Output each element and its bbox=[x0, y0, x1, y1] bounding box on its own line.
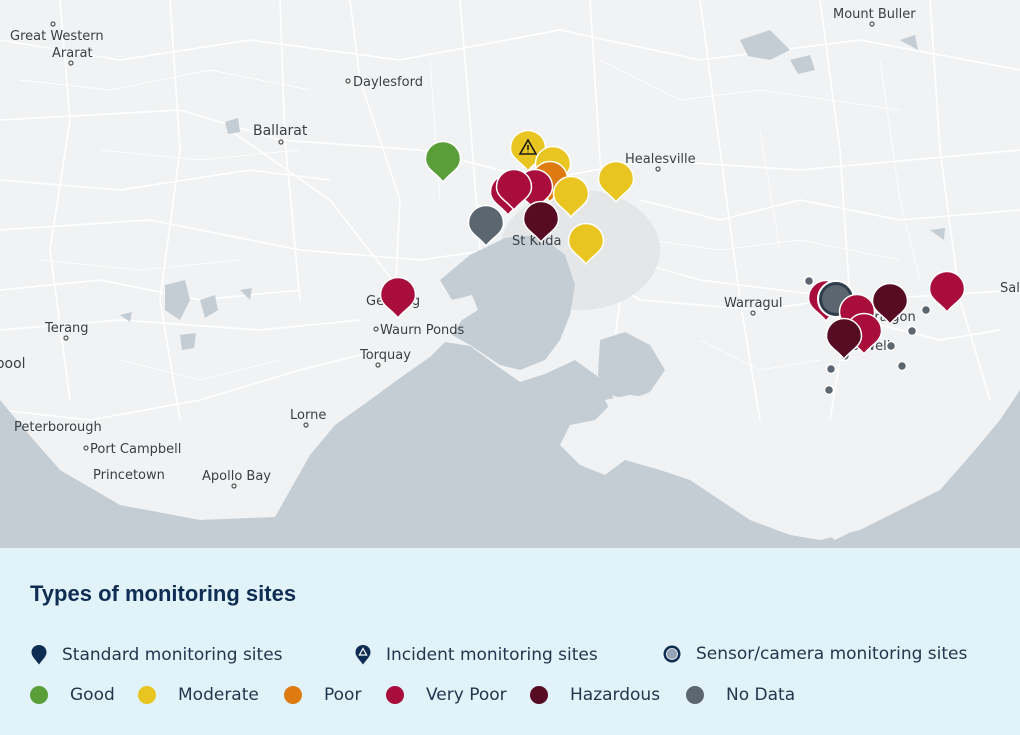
place-label: Great Western bbox=[10, 29, 104, 44]
legend-status-label: Moderate bbox=[178, 685, 259, 705]
legend-site-type-label: Standard monitoring sites bbox=[62, 645, 283, 665]
place-label: Daylesford bbox=[353, 75, 423, 90]
map-marker-very-poor[interactable] bbox=[495, 168, 533, 212]
map-marker-hazardous[interactable] bbox=[825, 317, 863, 361]
legend-standard-site: Standard monitoring sites bbox=[30, 644, 283, 666]
legend-status-good: Good bbox=[30, 685, 115, 705]
legend-status-very-poor: Very Poor bbox=[386, 685, 507, 705]
legend-status-label: Good bbox=[70, 685, 115, 705]
legend-incident-site: Incident monitoring sites bbox=[354, 644, 598, 666]
status-swatch bbox=[284, 686, 302, 704]
place-label: Waurn Ponds bbox=[380, 323, 465, 338]
map-canvas[interactable]: Great Western Ararat Daylesford Ballarat… bbox=[0, 0, 1020, 548]
sensor-dot bbox=[896, 360, 908, 372]
place-label: Port Campbell bbox=[90, 442, 181, 457]
phillip-island bbox=[605, 395, 665, 418]
legend-site-type-label: Sensor/camera monitoring sites bbox=[696, 644, 968, 664]
place-label: Ararat bbox=[52, 46, 93, 61]
legend-status-label: No Data bbox=[726, 685, 796, 705]
map-marker-hazardous[interactable] bbox=[522, 200, 560, 244]
wilsons-promontory bbox=[800, 465, 862, 540]
place-label: Sale bbox=[1000, 281, 1020, 296]
place-label: Apollo Bay bbox=[202, 469, 271, 484]
sensor-dot bbox=[823, 384, 835, 396]
pin-icon bbox=[31, 645, 47, 665]
status-swatch bbox=[686, 686, 704, 704]
sensor-dot bbox=[803, 275, 815, 287]
sensor-dot bbox=[906, 325, 918, 337]
legend-status-no-data: No Data bbox=[686, 685, 795, 705]
sensor-dot bbox=[825, 363, 837, 375]
place-label: Lorne bbox=[290, 408, 326, 423]
place-label: Ballarat bbox=[253, 123, 308, 139]
inland-lakes bbox=[120, 30, 945, 350]
status-swatch bbox=[138, 686, 156, 704]
status-swatch bbox=[530, 686, 548, 704]
place-label: Mount Buller bbox=[833, 7, 916, 22]
legend-panel: Types of monitoring sites Standard monit… bbox=[0, 548, 1020, 735]
legend-status-hazardous: Hazardous bbox=[530, 685, 660, 705]
sea bbox=[0, 342, 1020, 548]
legend-site-type-label: Incident monitoring sites bbox=[386, 645, 598, 665]
legend-status-label: Hazardous bbox=[570, 685, 661, 705]
sensor-dots bbox=[803, 275, 932, 396]
place-label: Terang bbox=[44, 321, 89, 336]
minor-roads bbox=[19, 59, 921, 381]
place-label: Warragul bbox=[724, 296, 783, 311]
place-label: Peterborough bbox=[14, 420, 102, 435]
legend-title: Types of monitoring sites bbox=[30, 581, 297, 606]
place-label: Warrnambool bbox=[0, 356, 26, 372]
western-port bbox=[598, 332, 665, 400]
sensor-circle-icon bbox=[663, 645, 681, 663]
status-swatch bbox=[386, 686, 404, 704]
road-network bbox=[0, 0, 1020, 421]
map-marker-good[interactable] bbox=[424, 140, 462, 184]
place-label: St Kilda bbox=[512, 234, 561, 249]
legend-status-poor: Poor bbox=[284, 685, 361, 705]
map-marker-moderate[interactable] bbox=[567, 222, 605, 266]
incident-pin-icon bbox=[355, 645, 371, 665]
legend-status-label: Poor bbox=[324, 685, 362, 705]
map-marker-hazardous[interactable] bbox=[871, 282, 909, 326]
port-phillip-bay bbox=[440, 235, 575, 370]
map-marker-very-poor[interactable] bbox=[379, 276, 417, 320]
incident-warning-icon bbox=[518, 138, 538, 155]
map-marker-moderate[interactable] bbox=[597, 160, 635, 204]
map-marker-very-poor[interactable] bbox=[928, 270, 966, 314]
legend-sensor-site: Sensor/camera monitoring sites bbox=[662, 644, 967, 664]
sensor-dot bbox=[920, 304, 932, 316]
place-label: Princetown bbox=[93, 468, 165, 483]
map-area[interactable]: Great Western Ararat Daylesford Ballarat… bbox=[0, 0, 1020, 548]
map-marker-no-data[interactable] bbox=[467, 204, 505, 248]
legend-status-moderate: Moderate bbox=[138, 685, 259, 705]
place-label: Healesville bbox=[625, 152, 696, 167]
sensor-dot bbox=[885, 340, 897, 352]
map-marker-moderate[interactable] bbox=[552, 175, 590, 219]
marker-layer[interactable] bbox=[379, 129, 966, 361]
legend-status-label: Very Poor bbox=[426, 685, 507, 705]
status-swatch bbox=[30, 686, 48, 704]
place-label: Torquay bbox=[359, 348, 411, 363]
